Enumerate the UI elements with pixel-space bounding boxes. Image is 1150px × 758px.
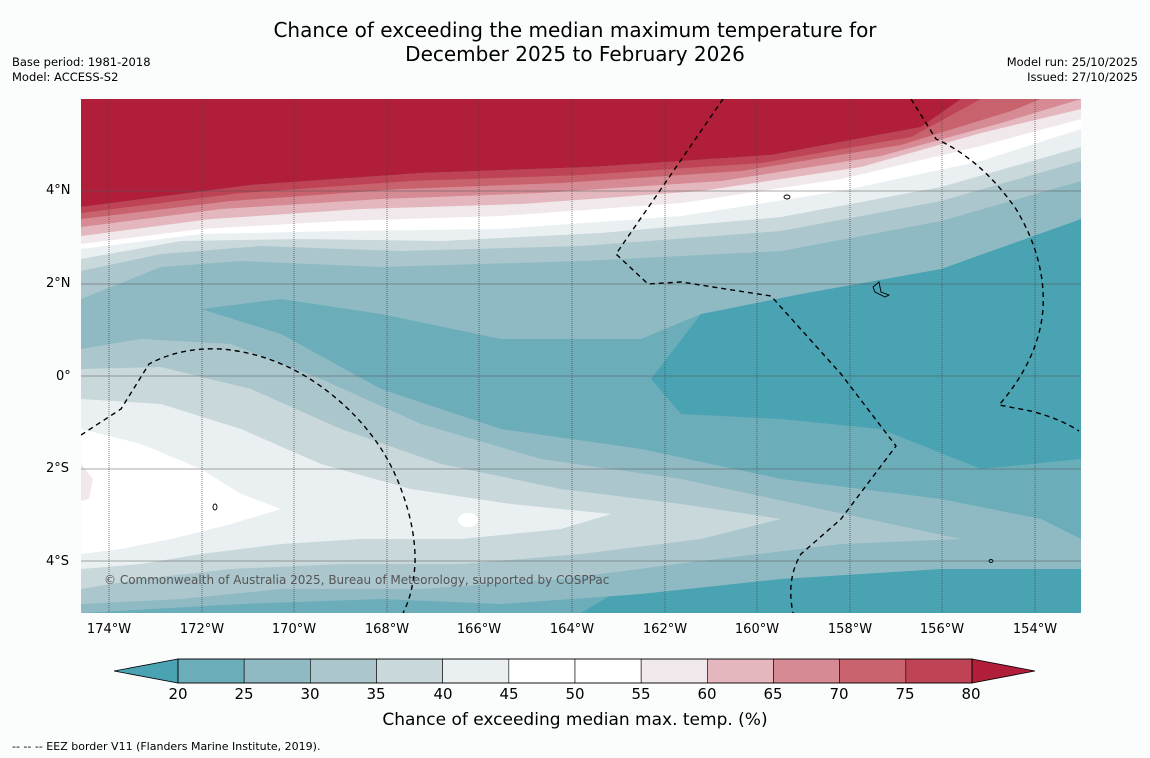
- atolls: [212, 194, 994, 563]
- atoll-4: [988, 559, 994, 563]
- eez-borders: [81, 99, 1080, 613]
- colorbar-cell: [707, 658, 774, 684]
- cb-tick-65: 65: [763, 685, 783, 703]
- lat-label-4s: 4°S: [46, 554, 70, 569]
- colorbar-cell: [839, 658, 907, 684]
- lat-label-2n: 2°N: [46, 276, 71, 291]
- cb-tick-55: 55: [631, 685, 651, 703]
- colorbar-cell: [376, 658, 443, 684]
- band-45-55: [81, 429, 281, 554]
- colorbar-cell: [773, 658, 840, 684]
- colorbar-cell: [508, 658, 576, 684]
- colorbar-cell: [177, 658, 245, 684]
- colorbar-under-arrow: [114, 658, 179, 684]
- graticule: [108, 99, 1036, 613]
- lon-label-168w: 168°W: [364, 622, 410, 637]
- colorbar-label: Chance of exceeding median max. temp. (%…: [382, 710, 768, 730]
- colorbar-cell: [243, 658, 311, 684]
- lon-label-158w: 158°W: [827, 622, 873, 637]
- island-patch: [81, 464, 93, 501]
- model-run: Model run: 25/10/2025: [1006, 55, 1138, 69]
- eez-border-west: [81, 348, 416, 613]
- cb-tick-35: 35: [366, 685, 386, 703]
- map-title: Chance of exceeding the median maximum t…: [0, 18, 1150, 66]
- lon-label-172w: 172°W: [179, 622, 225, 637]
- lat-label-0: 0°: [56, 369, 71, 384]
- band-65-70-north: [81, 99, 1081, 227]
- parallels: [81, 190, 1081, 562]
- band-over-80-north: [81, 99, 961, 207]
- cb-tick-60: 60: [697, 685, 717, 703]
- island-patch-small: [458, 513, 478, 527]
- lon-label-162w: 162°W: [642, 622, 688, 637]
- lon-label-160w: 160°W: [734, 622, 780, 637]
- title-line-1: Chance of exceeding the median maximum t…: [273, 18, 877, 42]
- band-70-75-north: [81, 99, 1041, 219]
- cb-tick-70: 70: [829, 685, 849, 703]
- cb-tick-45: 45: [499, 685, 519, 703]
- band-20-25-east: [651, 219, 1081, 469]
- copyright-notice: © Commonwealth of Australia 2025, Bureau…: [104, 573, 610, 587]
- eez-border-east: [910, 99, 1080, 432]
- model-name: Model: ACCESS-S2: [12, 70, 119, 84]
- colorbar-over-arrow: [971, 658, 1036, 684]
- band-45-55-north: [81, 117, 1081, 249]
- cb-tick-40: 40: [433, 685, 453, 703]
- atoll-1: [783, 194, 791, 200]
- cb-tick-75: 75: [895, 685, 915, 703]
- colorbar-cell: [442, 658, 510, 684]
- issued-date: Issued: 27/10/2025: [1027, 70, 1138, 84]
- colorbar-cells: [177, 658, 973, 684]
- cb-tick-80: 80: [961, 685, 981, 703]
- colorbar: [114, 658, 1036, 684]
- colorbar-cell: [640, 658, 708, 684]
- lon-label-174w: 174°W: [86, 622, 132, 637]
- band-25-30-north: [81, 179, 1081, 349]
- title-line-2: December 2025 to February 2026: [405, 42, 745, 66]
- cb-tick-50: 50: [565, 685, 585, 703]
- lon-label-170w: 170°W: [271, 622, 317, 637]
- atoll-3: [212, 503, 218, 511]
- lat-label-2s: 2°S: [46, 461, 70, 476]
- colorbar-cell: [310, 658, 377, 684]
- eez-legend-note: -- -- -- EEZ border V11 (Flanders Marine…: [12, 740, 321, 753]
- colorbar-cell: [574, 658, 642, 684]
- meta-left: Base period: 1981-2018 Model: ACCESS-S2: [12, 55, 151, 85]
- atoll-2: [872, 281, 891, 298]
- cb-tick-30: 30: [300, 685, 320, 703]
- lon-label-156w: 156°W: [919, 622, 965, 637]
- band-75-80-north: [81, 99, 981, 213]
- meta-right: Model run: 25/10/2025 Issued: 27/10/2025: [1007, 55, 1138, 85]
- forecast-map: [81, 99, 1081, 613]
- base-period: Base period: 1981-2018: [12, 55, 151, 69]
- eez-border-central: [615, 99, 897, 613]
- cb-tick-20: 20: [168, 685, 188, 703]
- lon-label-164w: 164°W: [549, 622, 595, 637]
- colorbar-frame: [177, 658, 973, 684]
- map-svg: [81, 99, 1081, 613]
- lon-label-166w: 166°W: [456, 622, 502, 637]
- colorbar-cell: [905, 658, 973, 684]
- lat-label-4n: 4°N: [46, 183, 71, 198]
- band-40-45-north: [81, 127, 1081, 259]
- band-30-35-north: [81, 159, 1081, 299]
- lon-label-154w: 154°W: [1012, 622, 1058, 637]
- cb-tick-25: 25: [234, 685, 254, 703]
